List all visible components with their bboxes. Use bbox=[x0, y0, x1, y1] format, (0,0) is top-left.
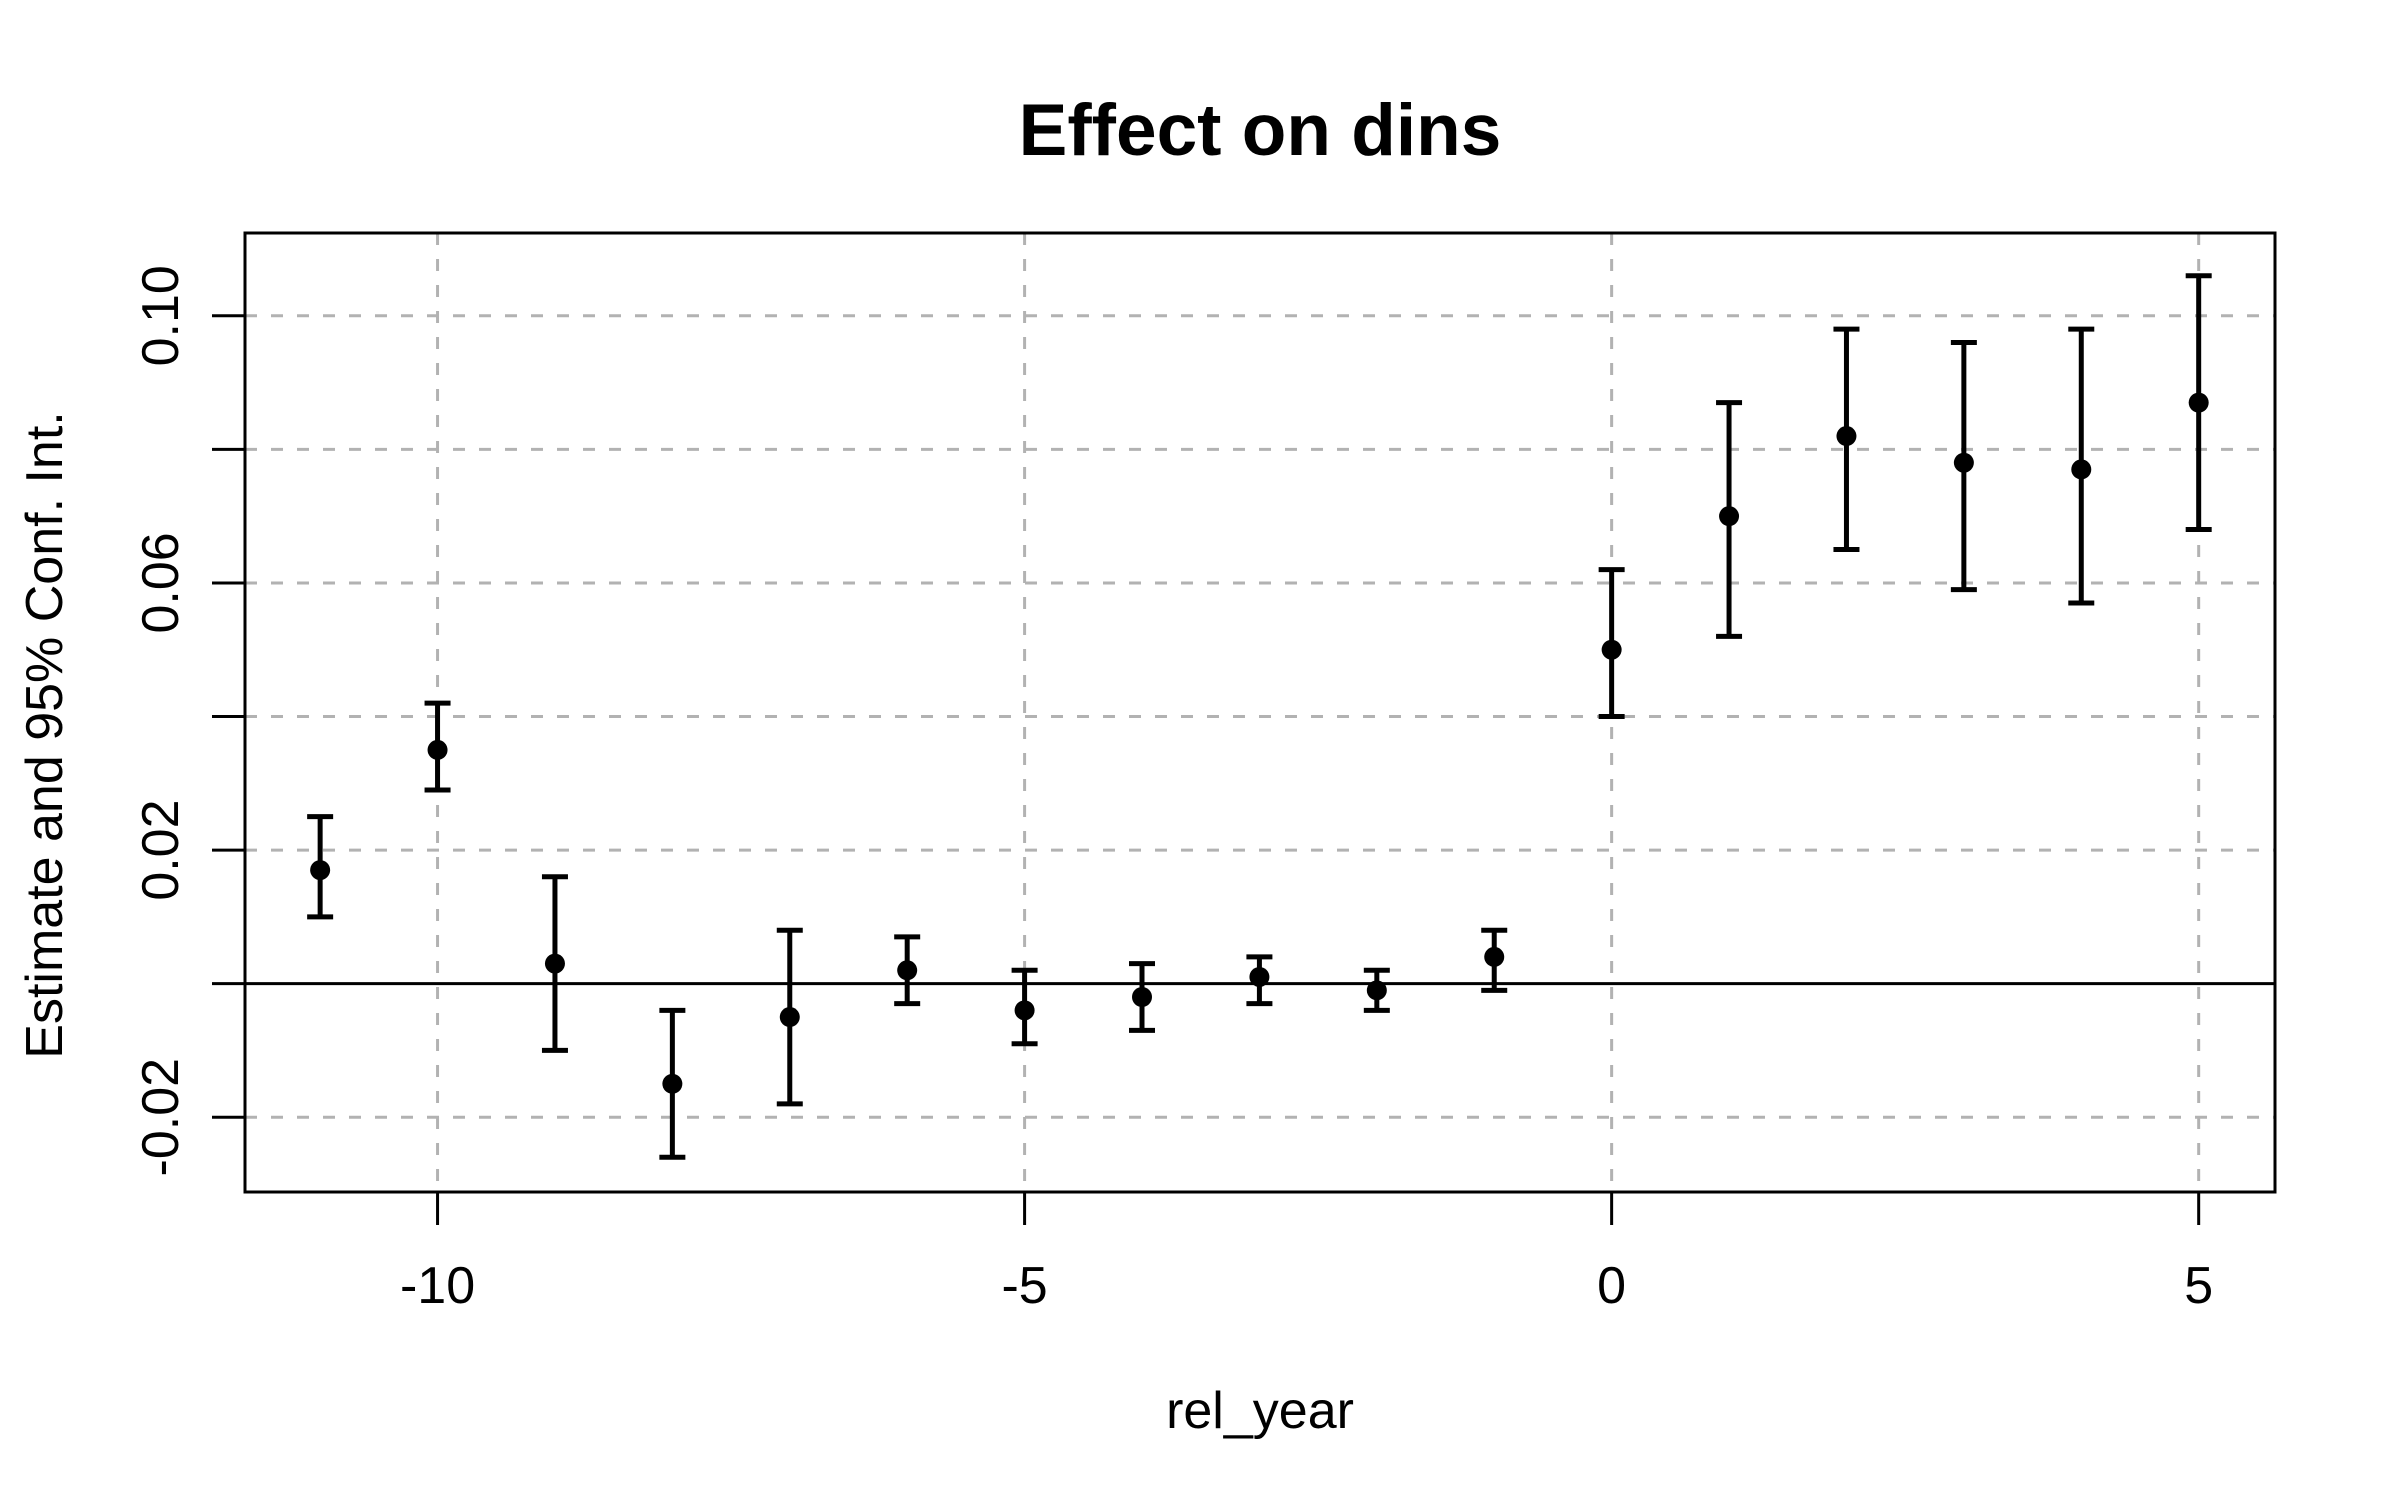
y-tick-label: -0.02 bbox=[132, 1058, 190, 1177]
data-point bbox=[1249, 966, 1270, 987]
x-axis-title: rel_year bbox=[1166, 1382, 1354, 1440]
x-tick-label: 5 bbox=[2184, 1257, 2213, 1315]
data-point bbox=[1601, 639, 1622, 660]
data-point bbox=[897, 960, 918, 981]
plot-border bbox=[243, 231, 2277, 1194]
series-layer bbox=[307, 273, 2212, 1160]
data-point bbox=[1484, 946, 1505, 967]
chart-title: Effect on dins bbox=[1019, 90, 1502, 171]
plot-frame-layer bbox=[243, 231, 2277, 1194]
y-tick-label: 0.10 bbox=[132, 265, 190, 366]
data-point bbox=[779, 1007, 800, 1028]
data-point bbox=[662, 1073, 683, 1094]
data-point bbox=[1132, 986, 1153, 1007]
data-point bbox=[544, 953, 565, 974]
data-point bbox=[427, 739, 448, 760]
y-axis-title: Estimate and 95% Conf. Int. bbox=[16, 411, 74, 1058]
data-point bbox=[1836, 426, 1857, 447]
axis-ticks-layer: -10 -5 0 5 -0.02 0.02 0.06 0.10 bbox=[132, 265, 2213, 1315]
data-point bbox=[1014, 1000, 1035, 1021]
x-tick-label: -10 bbox=[400, 1257, 475, 1315]
data-point bbox=[1719, 506, 1740, 527]
data-point bbox=[310, 860, 331, 881]
data-point bbox=[1953, 452, 1974, 473]
data-point bbox=[1366, 980, 1387, 1001]
x-tick-label: 0 bbox=[1597, 1257, 1626, 1315]
y-tick-label: 0.02 bbox=[132, 799, 190, 900]
data-point bbox=[2071, 459, 2092, 480]
x-tick-label: -5 bbox=[1001, 1257, 1047, 1315]
data-point bbox=[2188, 392, 2209, 413]
y-tick-label: 0.06 bbox=[132, 532, 190, 633]
